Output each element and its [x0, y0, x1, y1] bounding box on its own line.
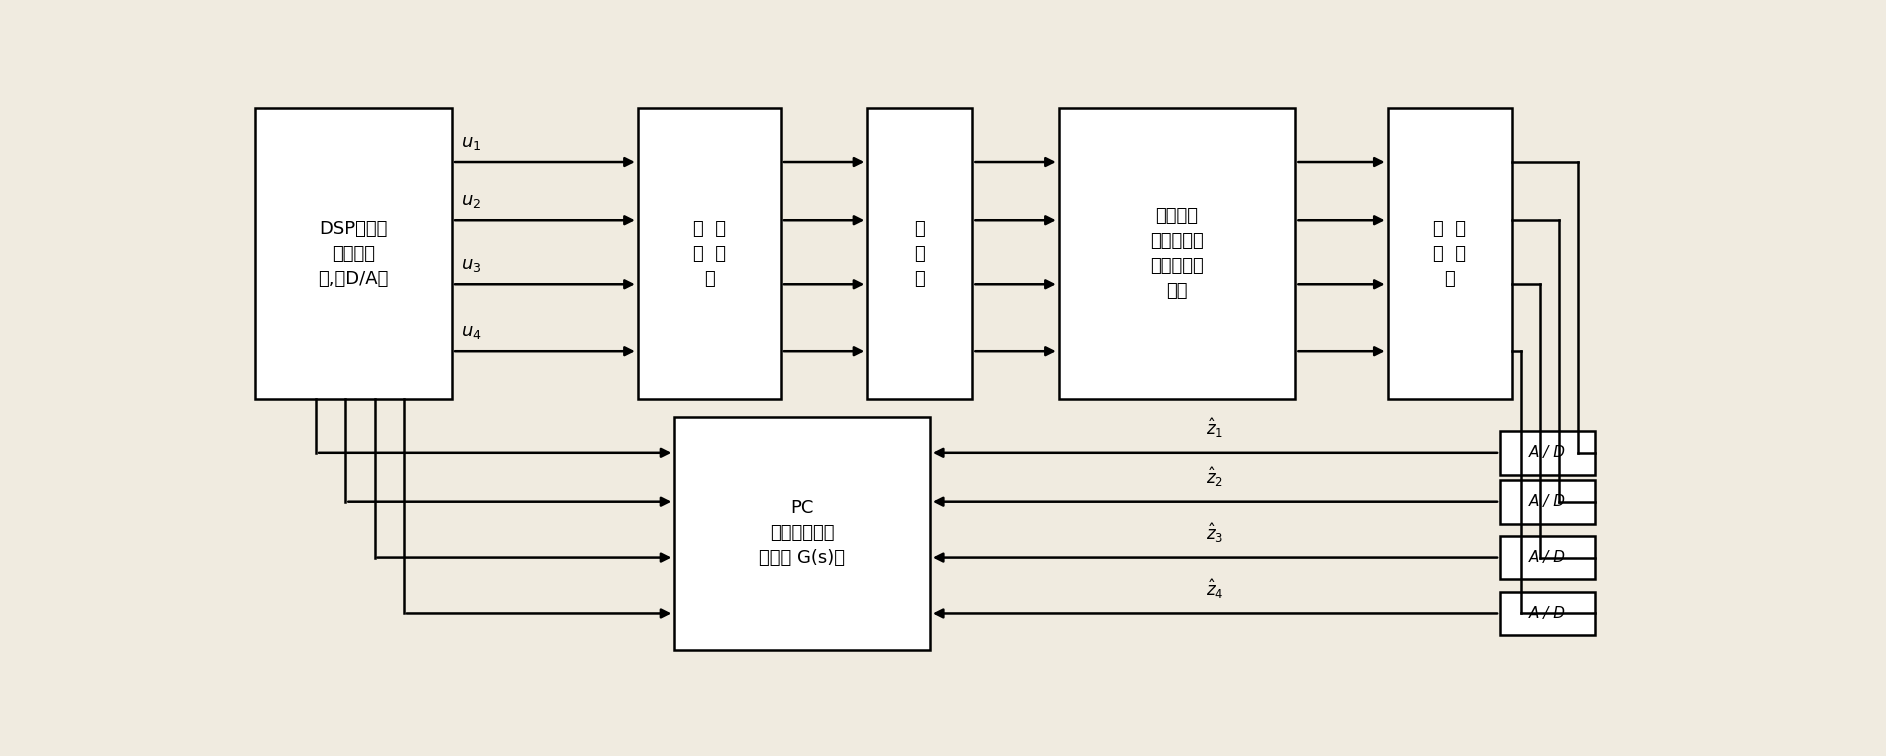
Text: 位  移
传  感
器: 位 移 传 感 器	[1433, 220, 1465, 288]
Bar	[1499, 536, 1596, 579]
Text: A / D: A / D	[1530, 550, 1565, 565]
Bar	[1058, 108, 1296, 399]
Bar	[255, 108, 453, 399]
Text: DSP（数字
信号处理
器,含D/A）: DSP（数字 信号处理 器,含D/A）	[319, 220, 389, 288]
Text: $u_1$: $u_1$	[460, 134, 481, 151]
Bar	[675, 417, 930, 649]
Text: $u_2$: $u_2$	[460, 192, 481, 209]
Text: 待测物体
（用弹簧支
撑于刚性梁
上）: 待测物体 （用弹簧支 撑于刚性梁 上）	[1150, 207, 1203, 300]
Bar	[868, 108, 973, 399]
Bar	[637, 108, 781, 399]
Text: 压  控
电  流
源: 压 控 电 流 源	[692, 220, 726, 288]
Text: A / D: A / D	[1530, 494, 1565, 510]
Text: $u_3$: $u_3$	[460, 256, 481, 274]
Text: PC
（用最小二乘
法辨识 G(s)）: PC （用最小二乘 法辨识 G(s)）	[760, 499, 845, 567]
Text: $\hat{z}_4$: $\hat{z}_4$	[1207, 577, 1224, 601]
Text: 电
磁
铁: 电 磁 铁	[915, 220, 926, 288]
Bar	[1388, 108, 1513, 399]
Text: $\hat{z}_1$: $\hat{z}_1$	[1207, 417, 1224, 440]
Bar	[1499, 431, 1596, 475]
Text: A / D: A / D	[1530, 606, 1565, 621]
Bar	[1499, 480, 1596, 523]
Text: $\hat{z}_3$: $\hat{z}_3$	[1207, 521, 1224, 545]
Text: $u_4$: $u_4$	[460, 323, 481, 341]
Text: $\hat{z}_2$: $\hat{z}_2$	[1207, 465, 1224, 489]
Bar	[1499, 592, 1596, 635]
Text: A / D: A / D	[1530, 445, 1565, 460]
